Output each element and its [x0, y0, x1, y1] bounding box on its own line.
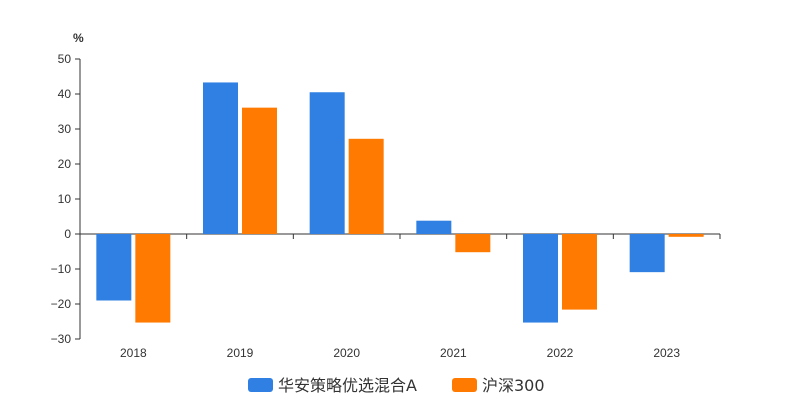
legend-item[interactable]: 沪深300	[452, 376, 545, 395]
x-tick-label: 2023	[653, 346, 680, 360]
legend-item[interactable]: 华安策略优选混合A	[248, 376, 417, 395]
bar-fund[interactable]	[629, 234, 665, 273]
x-axis: 2018 2019 2020 2021 2022 2023	[79, 233, 721, 360]
bar-index[interactable]	[562, 234, 597, 310]
x-tick-label: 2020	[333, 346, 360, 360]
legend-swatch	[248, 378, 273, 392]
y-axis-unit-label: %	[73, 31, 84, 45]
legend[interactable]: 华安策略优选混合A 沪深300	[248, 376, 545, 395]
bar-index[interactable]	[242, 107, 277, 234]
bar-series-group	[96, 82, 704, 323]
y-axis: −30 −20 −10 0 10 20 30 40 50	[51, 52, 81, 346]
bar-fund[interactable]	[309, 92, 345, 234]
bar-fund[interactable]	[203, 82, 238, 234]
y-tick-label: 30	[58, 122, 72, 136]
y-tick-label: 50	[58, 52, 72, 66]
bar-fund[interactable]	[96, 234, 132, 301]
bar-fund[interactable]	[523, 234, 558, 323]
legend-label: 华安策略优选混合A	[278, 376, 417, 395]
bar-index[interactable]	[668, 234, 704, 237]
x-tick-label: 2022	[547, 346, 574, 360]
y-tick-label: 10	[58, 192, 72, 206]
bar-index[interactable]	[455, 234, 491, 253]
y-tick-label: −30	[51, 332, 72, 346]
y-tick-label: 40	[58, 87, 72, 101]
y-tick-label: 0	[64, 227, 71, 241]
legend-swatch	[452, 378, 477, 392]
y-tick-label: −20	[51, 297, 72, 311]
y-tick-label: 20	[58, 157, 72, 171]
x-tick-label: 2018	[120, 346, 147, 360]
y-tick-label: −10	[51, 262, 72, 276]
x-tick-label: 2021	[440, 346, 467, 360]
bar-index[interactable]	[348, 138, 384, 234]
legend-label: 沪深300	[482, 376, 545, 395]
bar-fund[interactable]	[416, 220, 452, 234]
bar-index[interactable]	[135, 234, 171, 323]
x-tick-label: 2019	[227, 346, 254, 360]
